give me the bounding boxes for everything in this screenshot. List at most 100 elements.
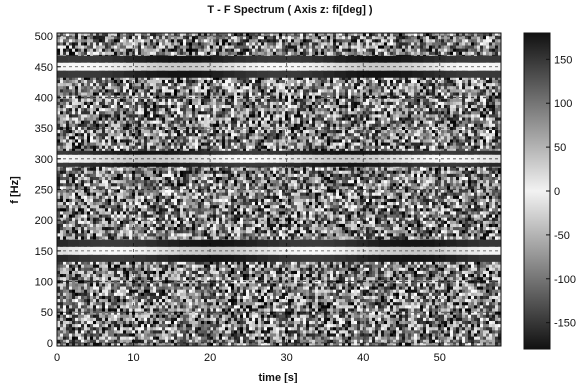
heatmap-cell bbox=[165, 133, 169, 137]
heatmap-cell bbox=[213, 76, 217, 81]
heatmap-cell bbox=[108, 136, 112, 140]
heatmap-cell bbox=[402, 101, 406, 106]
heatmap-cell bbox=[372, 126, 376, 131]
heatmap-cell bbox=[282, 79, 286, 84]
heatmap-cell bbox=[261, 76, 265, 81]
heatmap-cell bbox=[141, 39, 145, 43]
heatmap-cell bbox=[186, 108, 190, 112]
heatmap-cell bbox=[228, 108, 232, 112]
heatmap-cell bbox=[495, 130, 499, 134]
heatmap-cell bbox=[102, 92, 106, 96]
heatmap-cell bbox=[195, 92, 199, 96]
heatmap-cell bbox=[360, 104, 364, 109]
heatmap-cell bbox=[90, 130, 94, 134]
heatmap-cell bbox=[72, 33, 76, 37]
heatmap-cell bbox=[342, 89, 346, 93]
heatmap-cell bbox=[405, 33, 409, 37]
heatmap-cell bbox=[162, 45, 166, 49]
heatmap-cell bbox=[264, 114, 268, 118]
heatmap-cell bbox=[69, 98, 73, 103]
heatmap-cell bbox=[216, 76, 220, 81]
heatmap-cell bbox=[267, 126, 271, 131]
heatmap-cell bbox=[165, 86, 169, 90]
heatmap-cell bbox=[294, 108, 298, 112]
heatmap-cell bbox=[411, 76, 415, 81]
heatmap-cell bbox=[66, 95, 70, 100]
heatmap-cell bbox=[444, 126, 448, 131]
heatmap-cell bbox=[342, 36, 346, 40]
heatmap-cell bbox=[216, 104, 220, 109]
heatmap-cell bbox=[423, 108, 427, 112]
heatmap-cell bbox=[84, 117, 88, 121]
heatmap-cell bbox=[183, 42, 187, 46]
heatmap-cell bbox=[189, 117, 193, 121]
heatmap-cell bbox=[498, 130, 502, 134]
heatmap-cell bbox=[354, 83, 358, 87]
heatmap-cell bbox=[207, 114, 211, 118]
heatmap-cell bbox=[453, 51, 457, 56]
heatmap-cell bbox=[147, 79, 151, 84]
heatmap-cell bbox=[96, 130, 100, 134]
heatmap-cell bbox=[414, 108, 418, 112]
heatmap-cell bbox=[414, 51, 418, 56]
heatmap-cell bbox=[63, 89, 67, 93]
heatmap-cell bbox=[372, 76, 376, 81]
heatmap-cell bbox=[240, 39, 244, 43]
heatmap-cell bbox=[366, 45, 370, 49]
heatmap-cell bbox=[114, 48, 118, 53]
heatmap-cell bbox=[240, 92, 244, 96]
heatmap-cell bbox=[489, 83, 493, 87]
heatmap-cell bbox=[249, 117, 253, 121]
heatmap-cell bbox=[315, 83, 319, 87]
heatmap-cell bbox=[234, 42, 238, 46]
heatmap-cell bbox=[447, 133, 451, 137]
heatmap-cell bbox=[435, 117, 439, 121]
heatmap-cell bbox=[264, 136, 268, 140]
heatmap-cell bbox=[279, 83, 283, 87]
heatmap-cell bbox=[93, 51, 97, 56]
heatmap-cell bbox=[291, 133, 295, 137]
heatmap-cell bbox=[333, 83, 337, 87]
heatmap-cell bbox=[444, 48, 448, 53]
heatmap-cell bbox=[177, 111, 181, 115]
heatmap-cell bbox=[453, 130, 457, 134]
heatmap-cell bbox=[276, 120, 280, 125]
heatmap-cell bbox=[72, 95, 76, 100]
heatmap-cell bbox=[348, 48, 352, 53]
heatmap-cell bbox=[453, 111, 457, 115]
heatmap-cell bbox=[270, 92, 274, 96]
heatmap-cell bbox=[498, 36, 502, 40]
heatmap-cell bbox=[252, 126, 256, 131]
heatmap-cell bbox=[387, 89, 391, 93]
heatmap-cell bbox=[324, 42, 328, 46]
heatmap-cell bbox=[90, 95, 94, 100]
heatmap-cell bbox=[483, 42, 487, 46]
heatmap-cell bbox=[87, 33, 91, 37]
heatmap-cell bbox=[210, 79, 214, 84]
heatmap-cell bbox=[183, 83, 187, 87]
heatmap-cell bbox=[351, 130, 355, 134]
heatmap-cell bbox=[270, 133, 274, 137]
heatmap-cell bbox=[489, 104, 493, 109]
heatmap-cell bbox=[312, 133, 316, 137]
heatmap-cell bbox=[462, 45, 466, 49]
heatmap-cell bbox=[84, 89, 88, 93]
heatmap-cell bbox=[141, 120, 145, 125]
heatmap-cell bbox=[390, 104, 394, 109]
heatmap-cell bbox=[111, 51, 115, 56]
heatmap-cell bbox=[348, 36, 352, 40]
heatmap-cell bbox=[123, 83, 127, 87]
heatmap-cell bbox=[270, 86, 274, 90]
heatmap-cell bbox=[192, 83, 196, 87]
heatmap-cell bbox=[303, 133, 307, 137]
heatmap-cell bbox=[288, 136, 292, 140]
heatmap-cell bbox=[477, 33, 481, 37]
heatmap-cell bbox=[135, 92, 139, 96]
heatmap-cell bbox=[321, 108, 325, 112]
heatmap-cell bbox=[312, 108, 316, 112]
heatmap-cell bbox=[363, 39, 367, 43]
heatmap-cell bbox=[204, 104, 208, 109]
heatmap-cell bbox=[72, 117, 76, 121]
heatmap-cell bbox=[450, 48, 454, 53]
heatmap-cell bbox=[129, 36, 133, 40]
